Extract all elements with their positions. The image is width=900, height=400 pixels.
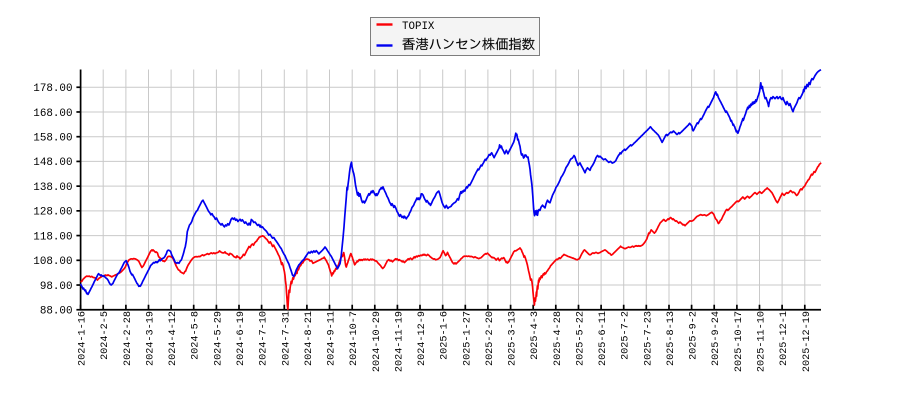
svg-text:2025-4-3: 2025-4-3: [530, 311, 541, 360]
svg-text:148.00: 148.00: [33, 157, 72, 169]
svg-text:2025-2-20: 2025-2-20: [485, 311, 496, 366]
svg-text:2024-7-10: 2024-7-10: [259, 311, 270, 366]
svg-text:158.00: 158.00: [33, 133, 72, 145]
svg-text:2025-5-22: 2025-5-22: [576, 311, 587, 366]
svg-text:2025-10-17: 2025-10-17: [734, 311, 745, 372]
svg-text:2024-8-21: 2024-8-21: [304, 311, 315, 366]
svg-text:138.00: 138.00: [33, 182, 72, 194]
svg-text:2025-9-2: 2025-9-2: [689, 311, 700, 360]
svg-text:2024-2-5: 2024-2-5: [100, 311, 111, 360]
svg-text:2025-12-19: 2025-12-19: [802, 311, 813, 372]
svg-text:2024-6-19: 2024-6-19: [236, 311, 247, 366]
svg-text:2024-7-31: 2024-7-31: [281, 311, 292, 366]
svg-text:2025-3-13: 2025-3-13: [508, 311, 519, 366]
svg-text:98.00: 98.00: [40, 281, 73, 293]
svg-text:118.00: 118.00: [33, 231, 72, 243]
svg-text:178.00: 178.00: [33, 83, 72, 95]
svg-text:2024-5-29: 2024-5-29: [213, 311, 224, 366]
svg-text:2025-1-6: 2025-1-6: [440, 311, 451, 360]
svg-text:2025-4-28: 2025-4-28: [553, 311, 564, 366]
svg-text:2024-2-28: 2024-2-28: [123, 311, 134, 366]
svg-text:2024-10-7: 2024-10-7: [349, 311, 360, 366]
svg-text:168.00: 168.00: [33, 108, 72, 120]
svg-text:2025-8-13: 2025-8-13: [666, 311, 677, 366]
svg-text:2024-10-29: 2024-10-29: [372, 311, 383, 372]
svg-text:2024-4-12: 2024-4-12: [168, 311, 179, 366]
svg-text:2025-12-1: 2025-12-1: [779, 311, 790, 366]
svg-text:2025-7-2: 2025-7-2: [621, 311, 632, 360]
svg-text:2024-1-16: 2024-1-16: [78, 311, 89, 366]
svg-text:TOPIX: TOPIX: [402, 21, 435, 33]
svg-text:2025-7-23: 2025-7-23: [643, 311, 654, 366]
svg-text:2025-6-11: 2025-6-11: [598, 311, 609, 366]
svg-text:2025-9-24: 2025-9-24: [711, 311, 722, 366]
svg-text:2024-12-9: 2024-12-9: [417, 311, 428, 366]
svg-text:2025-1-27: 2025-1-27: [462, 311, 473, 366]
svg-text:2024-5-8: 2024-5-8: [191, 311, 202, 360]
svg-text:2024-3-19: 2024-3-19: [146, 311, 157, 366]
svg-text:108.00: 108.00: [33, 256, 72, 268]
svg-text:2025-11-10: 2025-11-10: [757, 311, 768, 372]
svg-text:2024-9-11: 2024-9-11: [327, 311, 338, 366]
svg-text:128.00: 128.00: [33, 207, 72, 219]
svg-text:2024-11-19: 2024-11-19: [394, 311, 405, 372]
svg-text:88.00: 88.00: [40, 306, 73, 318]
